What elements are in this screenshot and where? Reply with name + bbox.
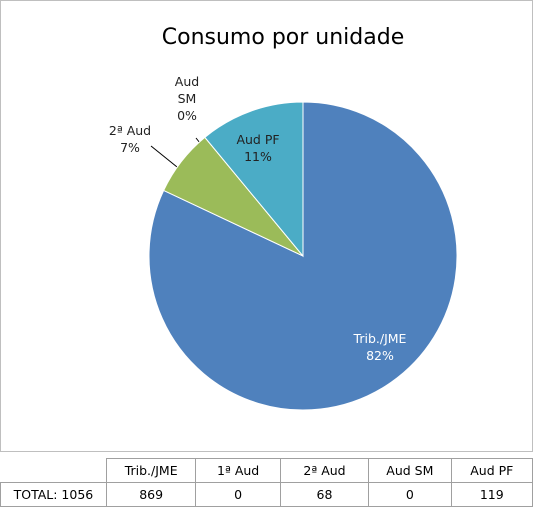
pie-slice xyxy=(204,101,304,258)
cell: 0 xyxy=(195,482,281,507)
slice-value: 11% xyxy=(244,149,272,164)
cell: 0 xyxy=(368,482,452,507)
header-cell: Aud PF xyxy=(450,458,533,483)
header-cell: 1ª Aud xyxy=(195,458,281,483)
cell: 68 xyxy=(279,482,370,507)
slice-name: 2ª Aud xyxy=(108,123,152,138)
slice-value: 82% xyxy=(366,348,394,363)
slice-value: 7% xyxy=(120,140,140,155)
slice-name: Aud SM xyxy=(174,74,200,106)
chart: Consumo por unidade xyxy=(148,25,458,411)
cell: 869 xyxy=(105,482,197,507)
slice-value: 0% xyxy=(177,108,197,123)
empty-cell xyxy=(1,459,107,483)
slice-label: 2ª Aud 7% xyxy=(95,122,165,156)
slice-label: Trib./JME 82% xyxy=(330,330,430,364)
row-label: TOTAL: 1056 xyxy=(0,482,107,507)
header-cell: Aud SM xyxy=(368,458,452,483)
header-cell: Trib./JME xyxy=(105,458,197,483)
cell: 119 xyxy=(450,482,533,507)
chart-title: Consumo por unidade xyxy=(162,25,404,50)
header-cell: 2ª Aud xyxy=(279,458,370,483)
slice-label: Aud PF 11% xyxy=(218,131,298,165)
header-row: Trib./JME 1ª Aud 2ª Aud Aud SM Aud PF xyxy=(1,458,533,483)
data-table: Trib./JME 1ª Aud 2ª Aud Aud SM Aud PF TO… xyxy=(0,458,533,507)
slice-name: Trib./JME xyxy=(353,331,407,346)
slice-name: Aud PF xyxy=(236,132,280,147)
slice-label: Aud SM 0% xyxy=(165,73,209,124)
data-row: TOTAL: 1056 869 0 68 0 119 xyxy=(0,482,533,507)
